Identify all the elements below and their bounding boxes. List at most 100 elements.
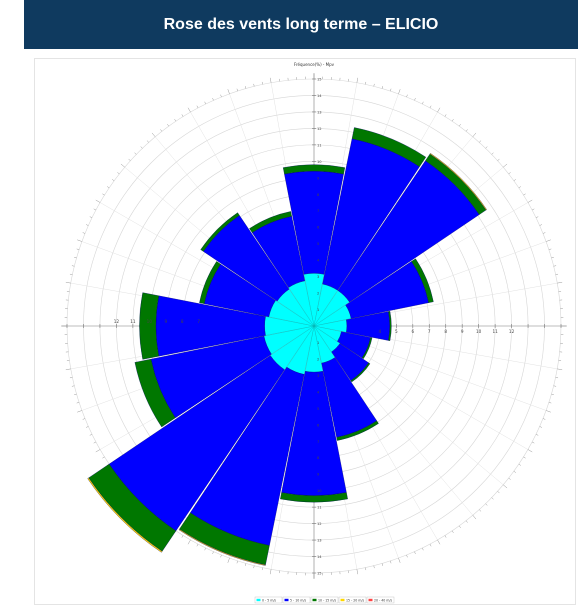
outer-tick: [72, 386, 74, 387]
outer-tick: [422, 548, 423, 550]
outer-tick: [245, 563, 246, 565]
outer-tick: [523, 457, 525, 458]
outer-tick: [452, 119, 453, 121]
outer-tick: [430, 106, 431, 108]
legend-label: 20 - 40 m/s: [374, 598, 392, 602]
report-title: Rose des vents long terme – ELICIO: [164, 16, 439, 34]
outer-tick: [414, 98, 415, 100]
outer-tick: [466, 129, 468, 131]
outer-tick: [528, 200, 532, 203]
legend-swatch: [313, 599, 317, 601]
outer-tick: [374, 566, 375, 568]
outer-tick: [452, 531, 453, 533]
outer-tick: [205, 102, 206, 104]
report-header: Rose des vents long terme – ELICIO: [24, 0, 578, 49]
outer-tick: [197, 544, 198, 546]
outer-tick: [540, 225, 542, 226]
outer-tick: [479, 141, 481, 143]
outer-tick: [492, 153, 494, 155]
outer-tick: [77, 410, 82, 412]
outer-tick: [556, 274, 558, 275]
outer-tick: [498, 491, 500, 493]
outer-tick: [536, 217, 538, 218]
wind-rose-bars: [88, 128, 487, 566]
outer-tick: [205, 548, 206, 550]
horizontal-tick-label-left: 12: [114, 319, 120, 324]
outer-tick: [112, 179, 114, 180]
outer-tick: [509, 478, 511, 480]
outer-tick: [503, 485, 507, 488]
outer-tick: [270, 569, 271, 574]
radial-tick-label-up: 7: [317, 209, 319, 213]
legend-label: 5 - 10 m/s: [290, 598, 306, 602]
radial-tick-label-up: 13: [317, 110, 322, 114]
outer-tick: [129, 159, 131, 161]
radial-tick-label-down: 7: [317, 440, 319, 444]
outer-tick: [94, 209, 96, 210]
horizontal-tick-label-left: 7: [197, 319, 200, 324]
outer-tick: [152, 133, 155, 137]
legend-label: 15 - 20 m/s: [346, 598, 364, 602]
outer-tick: [390, 89, 391, 91]
outer-tick: [221, 95, 222, 97]
radial-tick-label-down: 14: [317, 555, 322, 559]
outer-tick: [66, 282, 71, 283]
outer-tick: [213, 98, 214, 100]
outer-tick: [147, 141, 149, 143]
outer-tick: [514, 179, 516, 180]
radial-tick-label-up: 3: [317, 275, 319, 279]
outer-tick: [160, 129, 162, 131]
horizontal-tick-label-left: 9: [164, 319, 167, 324]
outer-tick: [459, 526, 460, 528]
outer-tick: [96, 450, 100, 453]
outer-tick: [357, 78, 358, 83]
outer-tick: [543, 419, 545, 420]
outer-tick: [554, 266, 556, 267]
outer-tick: [77, 240, 82, 242]
legend-swatch: [369, 599, 373, 601]
outer-tick: [546, 410, 551, 412]
outer-tick: [528, 450, 532, 453]
outer-tick: [414, 552, 415, 554]
outer-tick: [543, 233, 545, 234]
outer-tick: [407, 95, 408, 97]
outer-tick: [188, 540, 191, 544]
wind-rose-chart: Fréquence(%) - Mpv 112233445566778899101…: [35, 59, 575, 604]
outer-tick: [70, 377, 72, 378]
outer-tick: [549, 249, 551, 250]
outer-tick: [77, 249, 79, 250]
outer-tick: [556, 377, 558, 378]
outer-tick: [523, 194, 525, 195]
outer-tick: [70, 274, 72, 275]
outer-tick: [398, 89, 400, 94]
outer-tick: [557, 282, 562, 283]
legend-label: 10 - 15 m/s: [318, 598, 336, 602]
horizontal-tick-label-right: 9: [461, 329, 464, 334]
outer-tick: [237, 89, 238, 91]
outer-tick: [519, 186, 521, 187]
outer-tick: [479, 510, 481, 512]
radial-tick-label-up: 10: [317, 160, 322, 164]
radial-tick-label-down: 3: [317, 374, 319, 378]
outer-tick: [121, 164, 125, 167]
outer-tick: [536, 434, 538, 435]
outer-tick: [74, 257, 76, 258]
outer-tick: [197, 106, 198, 108]
radial-tick-label-down: 5: [317, 407, 319, 411]
outer-tick: [374, 84, 375, 86]
radial-tick-label-up: 12: [317, 127, 322, 131]
horizontal-tick-label-left: 8: [181, 319, 184, 324]
outer-tick: [422, 102, 423, 104]
horizontal-tick-label-right: 6: [411, 329, 414, 334]
outer-tick: [167, 124, 168, 126]
outer-tick: [117, 172, 119, 174]
legend-label: 0 - 5 m/s: [262, 598, 276, 602]
outer-tick: [254, 84, 255, 86]
outer-tick: [270, 78, 271, 83]
outer-tick: [83, 419, 85, 420]
outer-tick: [365, 82, 366, 84]
outer-tick: [514, 471, 516, 472]
horizontal-tick-label-right: 7: [428, 329, 431, 334]
bar-sector-12-bin-2: [139, 293, 158, 360]
